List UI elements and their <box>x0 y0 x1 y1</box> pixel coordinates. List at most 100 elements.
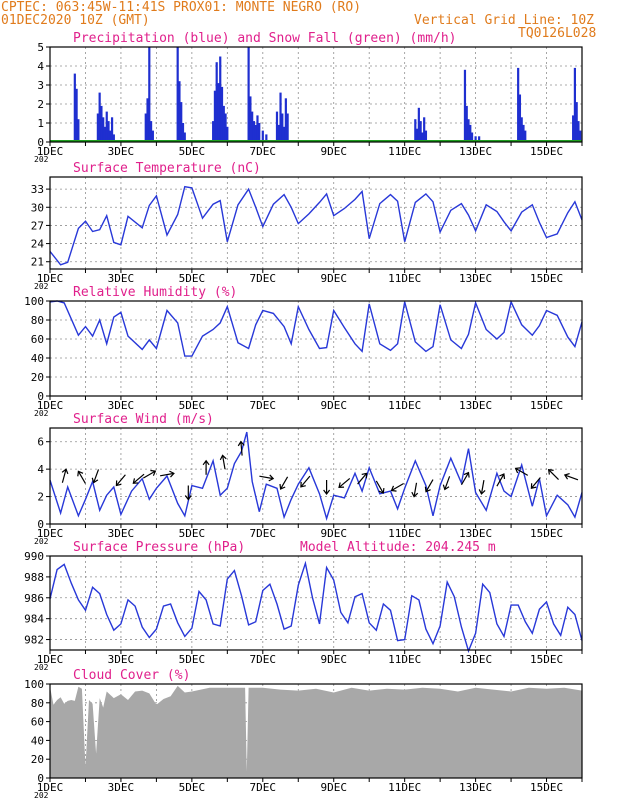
pressure-ytick-label: 984 <box>24 613 44 626</box>
precip-bar <box>148 47 151 142</box>
precip-bar <box>424 130 428 142</box>
temp-xtick-label: 1DEC <box>37 272 64 285</box>
precip-xtick-label: 3DEC <box>108 145 135 158</box>
wind-arrow-shaft <box>142 470 156 479</box>
precip-bar <box>110 117 114 142</box>
wind-arrow-head <box>77 470 84 477</box>
wind-panel: 0 2 4 6 1DEC 3DEC 5DEC 7DEC 9DEC 11DEC 13DEC 15DEC 2… <box>34 412 583 546</box>
wind-arrow-shaft <box>391 482 404 492</box>
rh-xtick-label: 7DEC <box>250 399 277 412</box>
wind-xtick-label: 5DEC <box>179 527 206 540</box>
temp-xtick-label: 5DEC <box>179 272 206 285</box>
precip-year-fragment: 202 <box>34 155 49 164</box>
wind-arrow <box>61 468 69 483</box>
wind-xtick-label: 11DEC <box>388 527 421 540</box>
temp-year-fragment: 202 <box>34 282 49 291</box>
cloud-panel: 0 20 40 60 80 100 1DEC 3DEC 5DEC 7DEC 9DEC 11DEC 13D… <box>24 668 583 800</box>
wind-arrow-shaft <box>530 477 541 489</box>
model-code: TQ0126L028 <box>518 26 597 41</box>
temp-ytick-label: 21 <box>31 256 44 269</box>
pressure-frame <box>49 555 583 651</box>
precip-frame <box>49 46 583 143</box>
wind-series-line <box>49 431 583 521</box>
pressure-xtick-label: 11DEC <box>388 653 421 666</box>
wind-arrow-head <box>132 478 139 484</box>
precip-bar <box>176 47 179 142</box>
precip-bar <box>181 123 185 142</box>
pressure-ytick-label: 990 <box>24 550 44 563</box>
wind-arrow <box>142 469 157 479</box>
wind-arrow-head <box>91 477 99 484</box>
precip-bar <box>107 121 110 142</box>
wind-arrow-head <box>563 472 570 480</box>
precip-bar <box>219 56 222 142</box>
rh-title: Relative Humidity (%) <box>73 285 237 300</box>
wind-arrow-head <box>184 495 192 501</box>
wind-arrow-shaft <box>444 476 451 490</box>
cloud-ytick-label: 60 <box>31 716 44 729</box>
rh-ytick-label: 100 <box>24 295 44 308</box>
wind-xtick-label: 1DEC <box>37 527 64 540</box>
chart-header: CPTEC: 063:45W-11:41S PROX01: MONTE NEGR… <box>0 0 618 48</box>
precip-bar <box>277 124 280 142</box>
precip-bar <box>415 128 419 142</box>
precip-bar <box>281 113 284 142</box>
wind-arrow-head <box>61 468 69 475</box>
cloud-xtick-label: 5DEC <box>179 781 206 794</box>
rh-xtick-label: 3DEC <box>108 399 135 412</box>
wind-ytick-label: 2 <box>37 491 44 504</box>
wind-arrow-head <box>237 440 245 447</box>
wind-xtick-label: 7DEC <box>250 527 277 540</box>
precip-bar <box>226 126 229 142</box>
wind-arrow-shaft <box>221 455 226 470</box>
pressure-xtick-label: 13DEC <box>459 653 492 666</box>
precip-bar <box>421 132 424 142</box>
wind-arrow-head <box>279 483 286 490</box>
cloud-xtick-label: 13DEC <box>459 781 492 794</box>
cloud-xtick-label: 9DEC <box>320 781 347 794</box>
wind-plot-area <box>50 428 582 524</box>
precip-bar <box>102 117 105 142</box>
precip-bar <box>279 92 282 142</box>
rh-frame <box>49 300 583 397</box>
pressure-xtick-label: 1DEC <box>37 653 64 666</box>
precip-bar <box>112 134 115 142</box>
rh-ytick-label: 80 <box>31 314 44 327</box>
wind-arrow <box>442 476 451 491</box>
precip-bar <box>247 47 250 142</box>
wind-arrow <box>390 482 404 492</box>
wind-arrow-shaft <box>338 477 351 488</box>
wind-arrow <box>563 472 579 481</box>
pressure-annotation: Model Altitude: 204.245 m <box>300 540 496 555</box>
precip-bar <box>224 113 227 142</box>
cloud-xtick-label: 7DEC <box>250 781 277 794</box>
temp-ytick-label: 30 <box>31 201 44 214</box>
wind-arrow <box>219 454 227 470</box>
rh-xtick-label: 9DEC <box>320 399 347 412</box>
pressure-plot-area <box>50 556 582 650</box>
cloud-ytick-label: 100 <box>24 678 44 691</box>
precip-bar <box>423 117 426 142</box>
wind-xtick-label: 13DEC <box>459 527 492 540</box>
temp-ytick-label: 24 <box>31 238 45 251</box>
cloud-xtick-label: 3DEC <box>108 781 135 794</box>
wind-arrow-head <box>442 484 450 491</box>
precip-bar <box>180 102 183 142</box>
precip-xtick-label: 15DEC <box>530 145 563 158</box>
wind-arrow-head <box>169 470 175 478</box>
rh-xtick-label: 13DEC <box>459 399 492 412</box>
wind-arrow-shaft <box>160 472 174 477</box>
pressure-xtick-label: 5DEC <box>179 653 206 666</box>
wind-arrow-head <box>115 480 122 487</box>
precip-bar <box>183 132 186 142</box>
precip-bar <box>517 67 520 142</box>
wind-arrow <box>132 473 145 484</box>
wind-ytick-label: 6 <box>37 436 44 449</box>
wind-arrow-head <box>411 491 419 498</box>
precip-bar <box>469 124 472 142</box>
precip-bar <box>286 113 289 142</box>
precip-bar <box>520 117 523 142</box>
cloud-year-fragment: 202 <box>34 791 49 800</box>
wind-arrow-head <box>219 454 227 461</box>
